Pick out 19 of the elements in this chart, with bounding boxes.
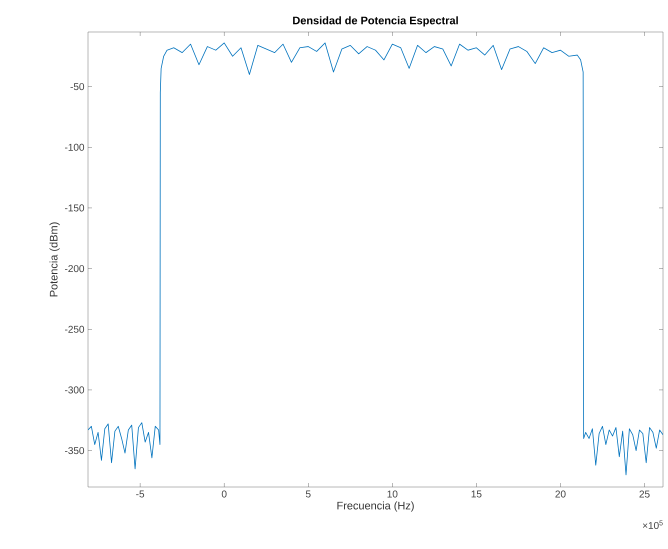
y-axis-title: Potencia (dBm) bbox=[49, 222, 60, 296]
x-tick-label: 0 bbox=[222, 490, 227, 498]
y-tick-label: -350 bbox=[64, 447, 84, 454]
y-tick-label: -100 bbox=[64, 144, 84, 151]
y-tick-label: -250 bbox=[64, 326, 84, 333]
x-tick-label: 20 bbox=[555, 490, 566, 498]
y-tick-label: -50 bbox=[70, 83, 84, 90]
x-axis-title: Frecuencia (Hz) bbox=[337, 501, 414, 512]
y-tick-label: -200 bbox=[64, 265, 84, 272]
x-tick-label: 15 bbox=[472, 490, 482, 498]
y-tick-label: -150 bbox=[64, 204, 84, 212]
chart-title: Densidad de Potencia Espectral bbox=[293, 16, 458, 26]
x-tick-label: 5 bbox=[306, 490, 311, 498]
y-tick-label: -300 bbox=[64, 386, 84, 394]
x-tick-label: 25 bbox=[639, 490, 650, 498]
x-tick-label: -5 bbox=[136, 490, 144, 498]
x-tick-label: 10 bbox=[388, 490, 398, 498]
text: ×10$^{5}$ bbox=[642, 520, 663, 530]
line-series bbox=[88, 42, 664, 476]
